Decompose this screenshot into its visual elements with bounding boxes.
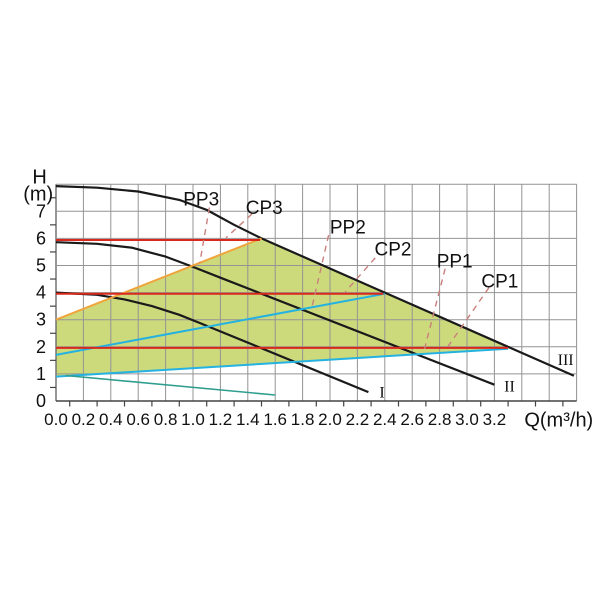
pp1-label-connector: [423, 268, 446, 350]
cp3-label-connector: [225, 213, 253, 239]
label-cp2: CP2: [375, 240, 412, 261]
x-axis-title-q: Q(m³/h): [524, 410, 593, 432]
pp3-proportional-pressure-line: [55, 237, 262, 321]
y-axis-title-m: (m): [23, 183, 53, 205]
y-tick-label: 1: [36, 364, 46, 384]
x-tick-label: 2.2: [346, 410, 370, 429]
x-tick-label: 2.8: [428, 410, 452, 429]
label-pp2: PP2: [330, 218, 366, 239]
y-axis-title-h: H: [32, 166, 46, 188]
operating-area: [56, 238, 509, 377]
label-curve-iii: III: [558, 352, 574, 369]
y-tick-label: 3: [36, 310, 46, 330]
label-pp1: PP1: [437, 252, 473, 273]
label-curve-ii: II: [504, 378, 515, 395]
x-tick-label: 0.8: [154, 410, 178, 429]
pp3-label-connector: [199, 207, 211, 263]
y-tick-label: 0: [36, 391, 46, 411]
y-tick-label: 4: [36, 283, 46, 303]
x-tick-label: 1.0: [181, 410, 205, 429]
x-tick-label: 3.0: [455, 410, 479, 429]
x-tick-label: 2.4: [373, 410, 397, 429]
speed-curve-i: [55, 291, 369, 394]
pp2-proportional-pressure-line: [55, 292, 385, 356]
y-tick-label: 5: [36, 256, 46, 276]
cp2-label-connector: [344, 257, 376, 293]
label-pp3: PP3: [183, 189, 219, 210]
x-tick-label: 2.6: [400, 410, 424, 429]
x-tick-label: 0.2: [72, 410, 96, 429]
label-curve-i: I: [379, 384, 384, 401]
label-cp1: CP1: [481, 271, 518, 292]
x-tick-label: 1.8: [291, 410, 315, 429]
pp2-label-connector: [311, 234, 330, 307]
x-tick-label: 0.4: [99, 410, 123, 429]
x-tick-label: 1.4: [236, 410, 260, 429]
x-tick-label: 2.0: [318, 410, 342, 429]
label-cp3: CP3: [246, 198, 283, 219]
x-tick-label: 0.0: [44, 410, 68, 429]
speed-curve-ii: [55, 241, 495, 386]
x-tick-label: 1.6: [263, 410, 287, 429]
speed-curve-iii: [55, 185, 575, 377]
x-tick-label: 1.2: [209, 410, 233, 429]
y-tick-label: 7: [36, 201, 46, 221]
y-tick-label: 2: [36, 337, 46, 357]
lower-limit-curve: [65, 374, 276, 396]
cp1-label-connector: [447, 287, 490, 348]
x-tick-label: 3.2: [483, 410, 507, 429]
pp1-proportional-pressure-line: [55, 347, 509, 378]
x-tick-label: 0.6: [126, 410, 150, 429]
y-tick-label: 6: [36, 228, 46, 248]
